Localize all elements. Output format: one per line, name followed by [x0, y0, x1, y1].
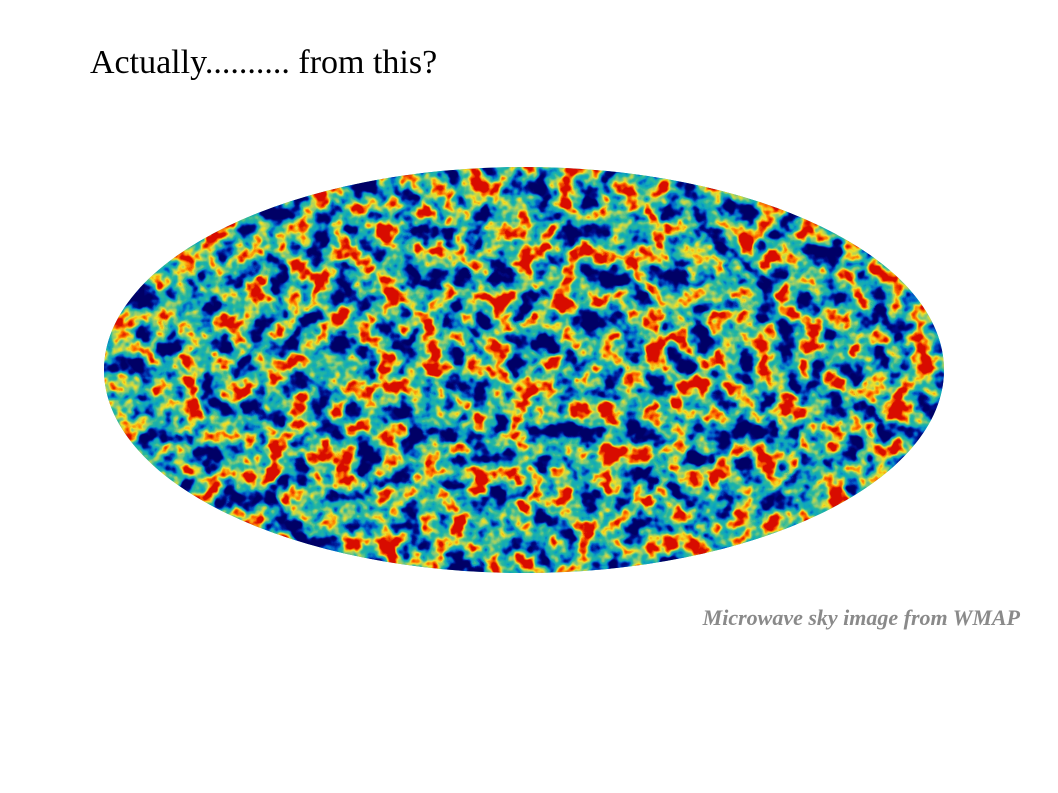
sky-map-image: [104, 167, 944, 573]
slide-title: Actually.......... from this?: [90, 44, 438, 81]
image-caption: Microwave sky image from WMAP: [702, 605, 1020, 630]
